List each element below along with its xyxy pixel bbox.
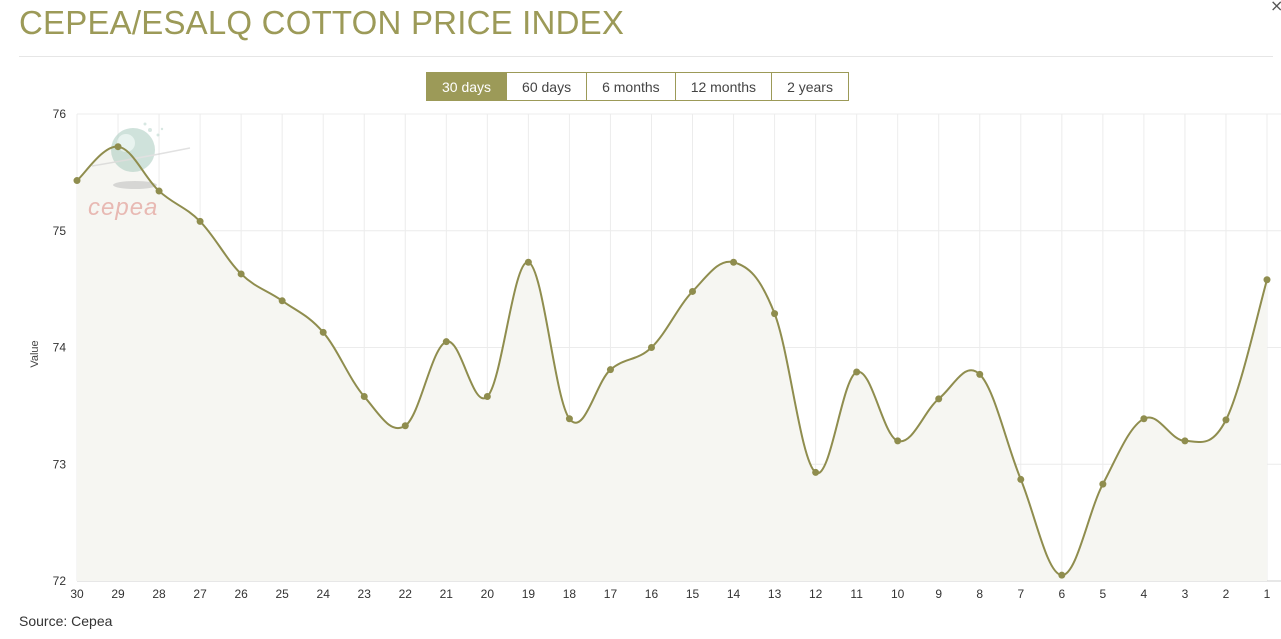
x-tick-label: 3: [1182, 587, 1189, 601]
data-point-1[interactable]: [1263, 276, 1271, 284]
data-point-21[interactable]: [442, 338, 450, 346]
page-title: CEPEA/ESALQ COTTON PRICE INDEX: [19, 4, 625, 41]
x-tick-label: 10: [891, 587, 905, 601]
points-layer: [73, 143, 1271, 579]
data-point-8[interactable]: [976, 370, 984, 378]
watermark-text: cepea: [88, 194, 158, 221]
x-tick-label: 9: [935, 587, 942, 601]
data-point-25[interactable]: [278, 297, 286, 305]
y-tick-label: 73: [53, 457, 67, 471]
x-tick-label: 6: [1058, 587, 1065, 601]
range-tabs: 30 days 60 days 6 months 12 months 2 yea…: [426, 72, 849, 101]
x-tick-label: 18: [563, 587, 577, 601]
data-point-12[interactable]: [812, 468, 820, 476]
data-point-19[interactable]: [524, 258, 532, 266]
x-tick-label: 23: [358, 587, 372, 601]
x-tick-label: 24: [317, 587, 331, 601]
tab-6-months[interactable]: 6 months: [586, 73, 675, 100]
y-axis-ticks: 72 73 74 75 76: [53, 107, 67, 588]
x-tick-label: 27: [193, 587, 207, 601]
x-tick-label: 1: [1264, 587, 1271, 601]
data-point-7[interactable]: [1017, 475, 1025, 483]
data-point-20[interactable]: [483, 393, 491, 401]
area-fill: [77, 146, 1267, 581]
title-divider: [19, 56, 1273, 57]
data-point-2[interactable]: [1222, 416, 1230, 424]
data-point-17[interactable]: [606, 366, 614, 374]
data-point-27[interactable]: [196, 217, 204, 225]
x-tick-label: 15: [686, 587, 700, 601]
x-tick-label: 26: [234, 587, 248, 601]
x-tick-label: 30: [70, 587, 84, 601]
y-axis-label: Value: [29, 340, 41, 367]
data-point-9[interactable]: [935, 395, 943, 403]
y-tick-label: 75: [53, 224, 67, 238]
data-point-16[interactable]: [647, 344, 655, 351]
x-tick-label: 19: [522, 587, 536, 601]
data-point-29[interactable]: [114, 143, 122, 151]
tab-2-years[interactable]: 2 years: [771, 73, 848, 100]
data-point-11[interactable]: [853, 368, 861, 376]
data-point-13[interactable]: [771, 310, 779, 318]
source-note: Source: Cepea: [19, 613, 113, 629]
x-tick-label: 28: [152, 587, 166, 601]
cepea-globe-logo: [91, 122, 191, 189]
tab-30-days[interactable]: 30 days: [427, 73, 507, 100]
data-point-23[interactable]: [360, 393, 368, 401]
tab-60-days[interactable]: 60 days: [506, 73, 587, 100]
x-tick-label: 21: [440, 587, 454, 601]
data-point-14[interactable]: [730, 258, 738, 266]
data-point-6[interactable]: [1058, 571, 1066, 579]
x-tick-label: 22: [399, 587, 413, 601]
data-point-26[interactable]: [237, 270, 245, 278]
data-point-28[interactable]: [155, 187, 163, 195]
x-tick-label: 17: [604, 587, 618, 601]
x-tick-label: 16: [645, 587, 659, 601]
x-axis-ticks: 30 29 28 27 26 25 24 23 22 21 20 19 18 17 16 15 14 13 12 11…: [70, 587, 1270, 601]
x-tick-label: 5: [1100, 587, 1107, 601]
x-tick-label: 25: [275, 587, 289, 601]
x-tick-label: 14: [727, 587, 741, 601]
y-tick-label: 74: [53, 341, 67, 355]
data-point-4[interactable]: [1140, 415, 1148, 423]
chart-svg: cepea 30 29 28 27 26 25 24 23 22 21 20 19 18 17 16 15 14…: [29, 107, 1281, 601]
x-tick-label: 12: [809, 587, 823, 601]
price-chart: cepea 30 29 28 27 26 25 24 23 22 21 20 19 18 17 16 15 14…: [0, 100, 1281, 615]
data-point-3[interactable]: [1181, 437, 1189, 445]
x-tick-label: 7: [1017, 587, 1024, 601]
data-point-22[interactable]: [401, 422, 409, 430]
data-point-15[interactable]: [689, 287, 697, 295]
y-tick-label: 72: [53, 574, 67, 588]
cepea-watermark: cepea: [88, 122, 191, 221]
x-tick-label: 20: [481, 587, 495, 601]
x-tick-label: 2: [1223, 587, 1230, 601]
data-point-18[interactable]: [565, 415, 573, 423]
tab-12-months[interactable]: 12 months: [674, 73, 772, 100]
close-icon[interactable]: ×: [1270, 0, 1281, 15]
data-point-24[interactable]: [319, 328, 327, 336]
x-tick-label: 13: [768, 587, 782, 601]
x-tick-label: 11: [850, 587, 863, 601]
y-tick-label: 76: [53, 107, 67, 121]
x-tick-label: 8: [976, 587, 983, 601]
data-point-5[interactable]: [1099, 480, 1107, 488]
data-point-30[interactable]: [73, 177, 81, 185]
x-tick-label: 4: [1141, 587, 1148, 601]
data-point-10[interactable]: [894, 437, 902, 445]
x-tick-label: 29: [111, 587, 125, 601]
